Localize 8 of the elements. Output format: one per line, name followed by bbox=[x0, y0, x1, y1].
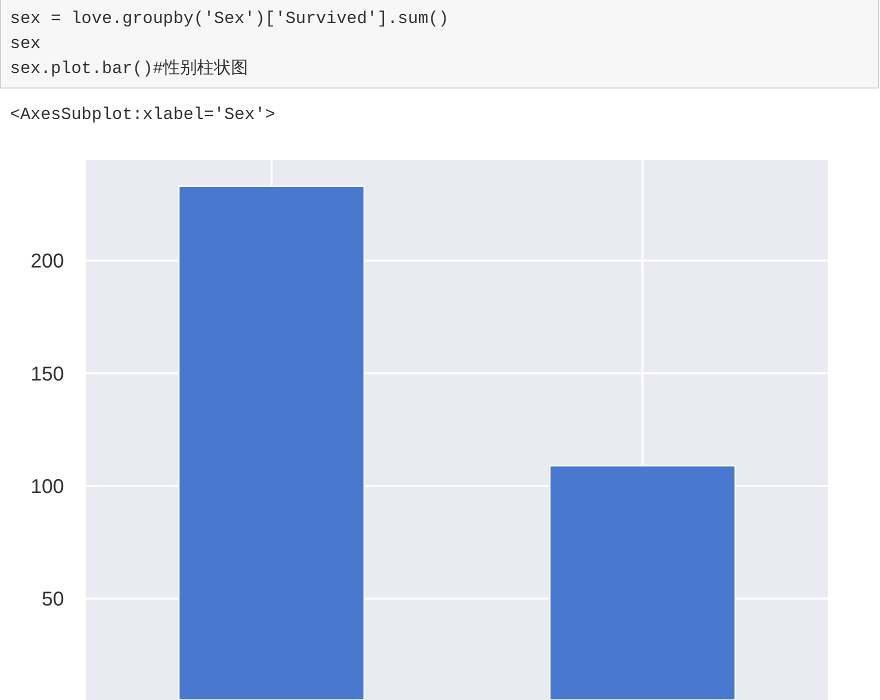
text: sex = love.groupby('Sex')['Survived'].sum() bbox=[10, 10, 449, 29]
text: sex bbox=[10, 35, 41, 54]
y-tick-label: 200 bbox=[30, 250, 64, 273]
y-tick-label: 150 bbox=[30, 363, 64, 386]
y-tick-label: 50 bbox=[42, 588, 64, 611]
text: <AxesSubplot:xlabel='Sex'> bbox=[10, 106, 276, 125]
y-tick-label: 100 bbox=[30, 476, 64, 498]
text: sex.plot.bar()#性别柱状图 bbox=[10, 59, 248, 79]
